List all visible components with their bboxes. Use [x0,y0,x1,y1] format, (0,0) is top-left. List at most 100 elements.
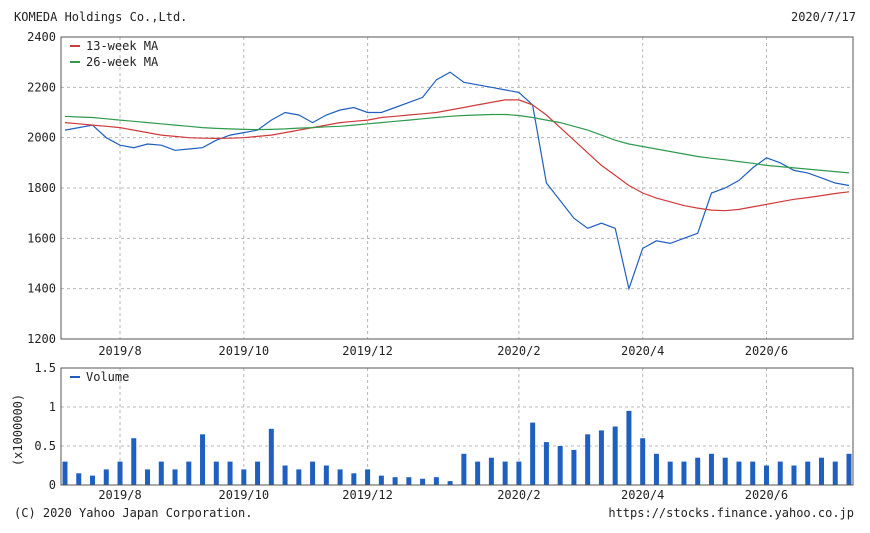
volume-bar [557,446,563,485]
volume-bar [488,457,494,485]
volume-x-tick: 2020/4 [621,488,664,502]
volume-bar [213,461,219,485]
volume-x-axis: 2019/8 2019/10 2019/12 2020/2 2020/4 2020/6 [98,488,788,502]
volume-bar [227,461,233,485]
volume-bar [832,461,838,485]
volume-bar [530,422,536,485]
volume-bar [145,469,151,485]
chart-date: 2020/7/17 [790,10,856,24]
volume-bar [681,461,687,485]
volume-bar [351,473,357,485]
price-series-line [64,71,850,291]
volume-bar [708,453,714,485]
volume-bar [323,465,329,485]
volume-bar [777,461,783,485]
volume-bar [131,438,137,485]
volume-bar [392,477,398,485]
source-url[interactable]: https://stocks.finance.yahoo.co.jp [608,506,854,520]
volume-y-tick: 0.5 [34,439,56,453]
volume-bar [310,461,316,485]
volume-bar [158,461,164,485]
volume-x-tick: 2019/10 [219,488,270,502]
volume-bar [543,442,549,485]
volume-bar [406,477,412,485]
legend-label: 26-week MA [86,55,159,69]
volume-unit-label: (x1000000) [11,394,25,466]
volume-bar [296,469,302,485]
volume-panel: 0 0.5 1 1.5 2019/8 2019/10 2019/12 2020/2 2020/… [11,361,854,502]
volume-frame [60,367,854,486]
price-legend: 13-week MA 26-week MA [70,39,159,69]
volume-x-tick: 2019/12 [342,488,393,502]
volume-y-tick: 0 [49,478,56,492]
volume-bar [90,475,96,485]
legend-label: Volume [86,370,129,384]
volume-bar [378,475,384,485]
volume-bar [62,461,68,485]
volume-bar [268,428,274,485]
volume-bar [626,410,632,485]
copyright-notice: (C) 2020 Yahoo Japan Corporation. [14,506,253,520]
price-frame [60,36,854,340]
volume-bar [282,465,288,485]
volume-bar [337,469,343,485]
volume-bar [433,477,439,485]
ma26-series-line [64,113,850,174]
volume-bar [805,461,811,485]
volume-x-tick: 2019/8 [98,488,141,502]
company-name: KOMEDA Holdings Co.,Ltd. [14,10,188,24]
volume-x-tick: 2020/6 [745,488,788,502]
price-x-tick: 2020/4 [621,344,664,358]
volume-bar [571,449,577,485]
volume-bar [763,465,769,485]
price-y-tick: 2000 [27,131,56,145]
volume-bar [103,469,109,485]
ma13-series-line [64,99,850,212]
volume-y-axis: 0 0.5 1 1.5 [34,361,56,492]
volume-bar [695,457,701,485]
price-x-tick: 2019/10 [219,344,270,358]
volume-grid [61,368,853,485]
price-grid [61,37,853,339]
volume-bar [598,430,604,485]
volume-bar [365,469,371,485]
price-x-axis: 2019/8 2019/10 2019/12 2020/2 2020/4 2020/6 [98,344,788,358]
volume-bar [846,453,852,485]
price-series-lines [64,71,850,291]
volume-bar [200,434,206,485]
volume-bar [736,461,742,485]
volume-y-tick: 1.5 [34,361,56,375]
volume-bar [502,461,508,485]
volume-bar [516,461,522,485]
volume-bar [585,434,591,485]
volume-bar [420,478,426,485]
price-y-axis: 1200 1400 1600 1800 2000 2200 2400 [27,30,56,346]
volume-bars [62,410,852,485]
volume-bar [186,461,192,485]
price-x-tick: 2020/2 [497,344,540,358]
volume-bar [241,469,247,485]
volume-bar [76,473,82,485]
volume-bar [172,469,178,485]
volume-bar [791,465,797,485]
volume-bar [447,481,453,485]
volume-x-tick: 2020/2 [497,488,540,502]
price-y-tick: 1600 [27,231,56,245]
price-x-tick: 2020/6 [745,344,788,358]
price-y-tick: 2400 [27,30,56,44]
legend-label: 13-week MA [86,39,159,53]
volume-bar [255,461,261,485]
price-y-tick: 1400 [27,282,56,296]
volume-bar [117,461,123,485]
volume-y-tick: 1 [49,400,56,414]
volume-bar [818,457,824,485]
volume-bar [640,438,646,485]
volume-bar [750,461,756,485]
price-x-tick: 2019/12 [342,344,393,358]
volume-bar [461,453,467,485]
price-y-tick: 2200 [27,80,56,94]
volume-bar [612,426,618,485]
volume-bar [653,453,659,485]
